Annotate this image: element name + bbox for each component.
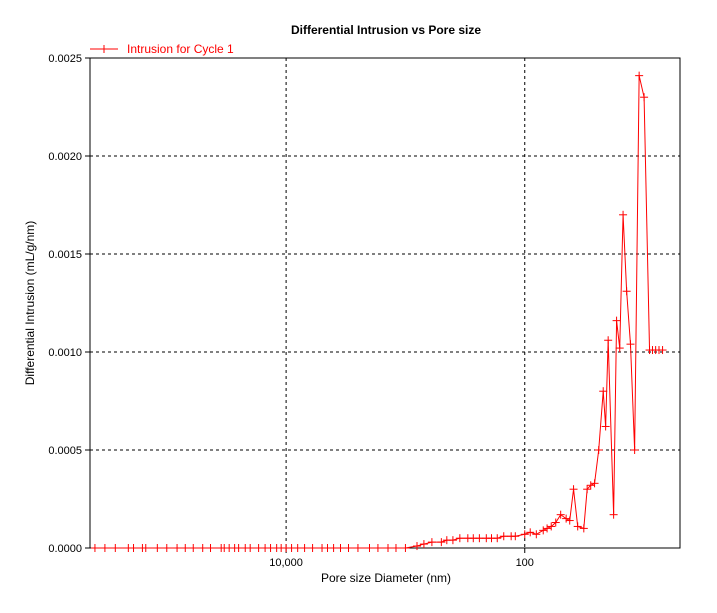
data-point [594, 446, 603, 454]
data-point [551, 518, 560, 527]
data-point [383, 544, 392, 552]
data-point [493, 534, 502, 543]
data-point [579, 524, 588, 533]
data-point [569, 485, 578, 494]
data-point [609, 510, 618, 519]
data-point [520, 530, 529, 539]
data-point [401, 544, 410, 552]
axes-layer [89, 57, 681, 549]
data-point [181, 544, 190, 552]
data-point [412, 542, 421, 551]
data-point [391, 544, 400, 552]
y-axis-label: Differential Intrusion (mL/g/nm) [23, 221, 37, 386]
data-point [622, 287, 631, 296]
data-point [293, 544, 302, 552]
data-point [153, 544, 162, 552]
data-point [189, 544, 198, 552]
data-point [543, 524, 552, 533]
data-point [373, 544, 382, 552]
data-point [365, 544, 374, 552]
y-tick-label: 0.0010 [48, 347, 82, 359]
data-point [556, 510, 565, 519]
data-point [141, 544, 150, 552]
data-point [336, 544, 345, 552]
data-point [586, 481, 595, 490]
data-point [437, 538, 446, 547]
data-point [455, 534, 464, 543]
data-point [604, 336, 613, 345]
data-point [448, 536, 457, 545]
data-point [615, 344, 624, 353]
ticks-layer: 0.0000 0.0005 0.0010 0.0015 0.0020 0.0025 10,0… [48, 53, 534, 569]
data-point [601, 422, 610, 431]
data-point [206, 544, 215, 552]
data-point [111, 544, 120, 552]
data-point [547, 522, 556, 531]
data-point [619, 210, 628, 219]
data-point [173, 544, 182, 552]
data-point [635, 71, 644, 80]
data-point [419, 540, 428, 549]
data-point [246, 544, 255, 552]
data-point [427, 538, 436, 547]
data-point [511, 532, 520, 541]
data-point [539, 526, 548, 535]
x-tick-label: 10,000 [269, 557, 303, 569]
data-point [162, 544, 171, 552]
chart-title: Differential Intrusion vs Pore size [291, 23, 481, 37]
data-point [565, 516, 574, 525]
plot-frame [89, 57, 681, 549]
data-point [658, 346, 667, 355]
data-point [353, 544, 362, 552]
data-point [590, 479, 599, 488]
x-axis-label: Pore size Diameter (nm) [321, 571, 451, 585]
data-point [562, 514, 571, 523]
data-point [583, 485, 592, 494]
y-tick-label: 0.0025 [48, 53, 82, 65]
data-point [329, 544, 338, 552]
data-point [100, 544, 109, 552]
data-point [599, 387, 608, 396]
y-tick-label: 0.0015 [48, 249, 82, 261]
data-point [532, 530, 541, 539]
data-point [129, 544, 138, 552]
data-point [612, 316, 621, 325]
y-tick-label: 0.0005 [48, 445, 82, 457]
y-tick-label: 0.0000 [48, 543, 82, 555]
data-point [626, 340, 635, 349]
data-point [573, 522, 582, 531]
data-point [499, 532, 508, 541]
legend: Intrusion for Cycle 1 [90, 42, 234, 56]
data-point [300, 544, 309, 552]
data-point [90, 544, 99, 552]
data-point [526, 528, 535, 537]
data-point [344, 544, 353, 552]
series-line-1 [94, 75, 663, 549]
legend-label-series-1: Intrusion for Cycle 1 [127, 42, 234, 56]
data-point [630, 446, 639, 454]
y-tick-label: 0.0020 [48, 151, 82, 163]
series-layer [90, 71, 667, 552]
data-point [308, 544, 317, 552]
data-point [640, 93, 649, 102]
x-tick-label: 100 [516, 557, 534, 569]
grid-layer [90, 57, 680, 548]
data-point [198, 544, 207, 552]
data-point [475, 534, 484, 543]
